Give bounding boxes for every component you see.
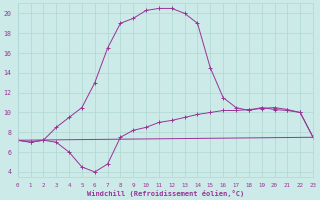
- X-axis label: Windchill (Refroidissement éolien,°C): Windchill (Refroidissement éolien,°C): [87, 190, 244, 197]
